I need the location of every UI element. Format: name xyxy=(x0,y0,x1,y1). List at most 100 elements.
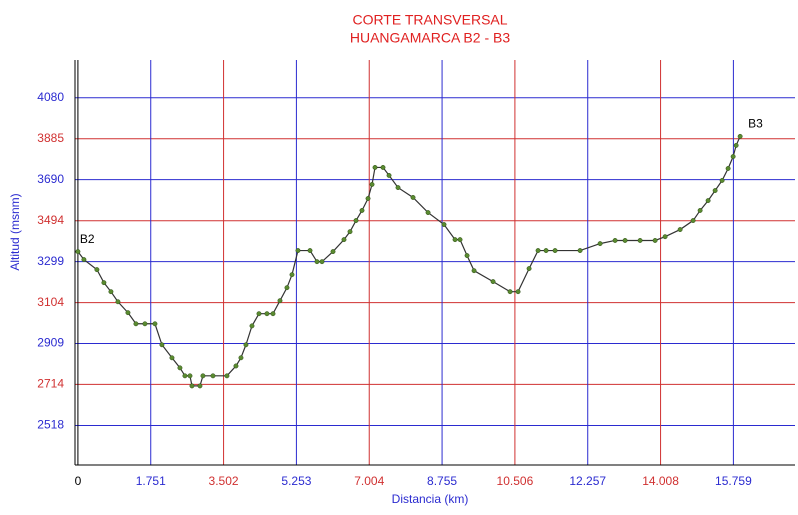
point xyxy=(612,238,618,243)
point xyxy=(464,253,470,259)
point xyxy=(187,373,193,379)
point xyxy=(133,321,139,327)
point xyxy=(733,142,739,148)
point xyxy=(697,208,703,213)
point xyxy=(75,249,81,255)
y-tick-label: 3885 xyxy=(37,131,64,145)
x-tick-label: 1.751 xyxy=(136,474,166,488)
chart-title: CORTE TRANSVERSAL xyxy=(352,12,507,28)
point xyxy=(182,373,188,379)
point xyxy=(372,164,378,170)
point xyxy=(289,272,295,278)
y-tick-label: 3104 xyxy=(37,295,64,309)
point xyxy=(341,237,347,243)
point xyxy=(457,237,463,243)
point xyxy=(380,164,386,170)
point xyxy=(369,181,375,187)
point xyxy=(314,259,320,265)
point xyxy=(737,133,743,139)
y-tick-label: 2909 xyxy=(37,336,64,350)
y-tick-label: 2518 xyxy=(37,418,64,432)
point xyxy=(277,298,283,304)
point xyxy=(94,267,100,273)
point xyxy=(224,373,230,379)
point xyxy=(319,259,325,265)
point xyxy=(730,154,736,159)
x-axis-label: Distancia (km) xyxy=(392,492,469,506)
x-tick-label: 15.759 xyxy=(715,474,752,488)
point xyxy=(159,342,165,348)
point xyxy=(441,222,447,227)
point xyxy=(169,355,175,361)
point xyxy=(677,227,683,233)
x-tick-label: 10.506 xyxy=(497,474,534,488)
point xyxy=(353,218,359,223)
point xyxy=(690,218,696,223)
point xyxy=(243,342,249,348)
point xyxy=(359,208,365,213)
point xyxy=(249,323,255,329)
point xyxy=(652,238,658,243)
point xyxy=(347,229,353,235)
point xyxy=(115,299,121,305)
point xyxy=(270,311,276,317)
point xyxy=(233,363,239,369)
point xyxy=(526,266,532,272)
point xyxy=(662,234,668,240)
point xyxy=(410,194,416,200)
y-tick-label: 3299 xyxy=(37,254,64,268)
point xyxy=(597,241,603,247)
point xyxy=(725,166,731,171)
x-tick-label: 0 xyxy=(75,474,82,488)
annotation: B3 xyxy=(748,117,763,131)
x-tick-label: 8.755 xyxy=(427,474,457,488)
point xyxy=(490,279,496,285)
x-tick-label: 3.502 xyxy=(209,474,239,488)
point xyxy=(471,268,477,274)
point xyxy=(552,248,558,253)
y-axis-label: Altitud (msnm) xyxy=(8,193,22,270)
point xyxy=(452,237,458,243)
point xyxy=(177,365,183,371)
point xyxy=(284,285,290,291)
y-tick-label: 4080 xyxy=(37,90,64,104)
point xyxy=(712,188,718,193)
point xyxy=(365,196,371,201)
point xyxy=(719,178,725,183)
point xyxy=(81,257,87,263)
x-tick-label: 7.004 xyxy=(354,474,384,488)
x-tick-label: 14.008 xyxy=(642,474,679,488)
point xyxy=(108,289,114,295)
point xyxy=(125,310,131,316)
point xyxy=(197,383,203,389)
point xyxy=(238,355,244,361)
x-tick-label: 12.257 xyxy=(569,474,606,488)
point xyxy=(307,248,313,253)
point xyxy=(637,238,643,243)
point xyxy=(425,210,431,216)
point xyxy=(577,248,583,253)
point xyxy=(330,249,336,255)
point xyxy=(543,248,549,253)
point xyxy=(101,280,107,286)
point xyxy=(189,383,195,389)
point xyxy=(200,373,206,379)
point xyxy=(515,289,521,295)
profile-line xyxy=(77,136,741,387)
point xyxy=(705,198,711,204)
y-tick-label: 3690 xyxy=(37,172,64,186)
x-tick-label: 5.253 xyxy=(281,474,311,488)
point xyxy=(210,373,216,379)
point xyxy=(395,185,401,191)
point xyxy=(295,248,301,253)
y-tick-label: 3494 xyxy=(37,213,64,227)
point xyxy=(507,289,513,295)
point xyxy=(535,248,541,253)
annotation: B2 xyxy=(80,232,95,246)
point xyxy=(386,172,392,178)
point xyxy=(622,238,628,243)
point xyxy=(152,321,158,327)
point xyxy=(256,311,262,317)
point xyxy=(142,321,148,327)
